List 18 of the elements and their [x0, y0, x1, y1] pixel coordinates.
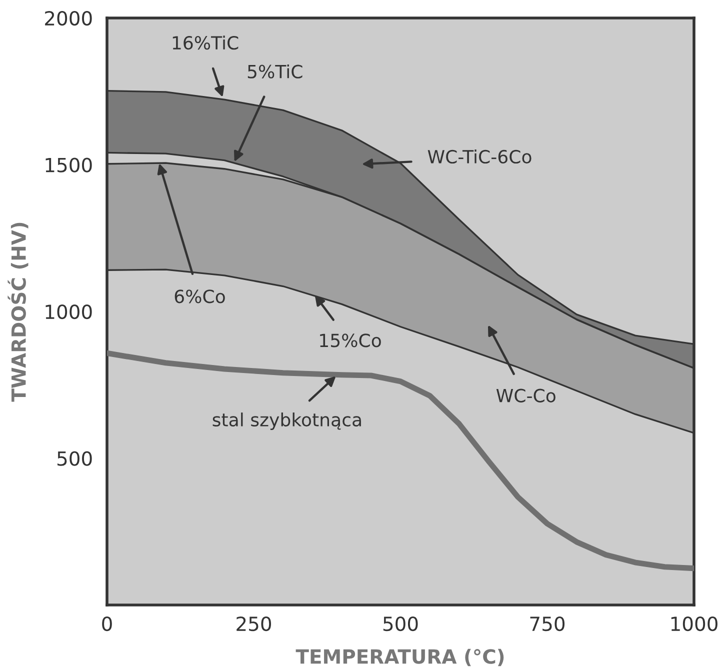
annotation: 16%TiC [172, 36, 238, 50]
annotation: 6%Co [174, 290, 225, 304]
annotation: 15%Co [320, 334, 381, 348]
annotation: WC-TiC-6Co [428, 150, 532, 164]
annotation: 5%TiC [248, 64, 302, 78]
x-tick-label: 500 [383, 616, 418, 632]
x-axis-title: TEMPERATURA (°C) [296, 648, 504, 666]
annotation: stal szybkotnąca [212, 412, 361, 430]
x-tick-label: 0 [102, 616, 112, 632]
annotation: WC-Co [496, 388, 556, 402]
x-tick-label: 750 [530, 616, 565, 632]
x-tick-label: 250 [236, 616, 272, 632]
y-axis-title: TWARDOŚĆ (HV) [8, 222, 28, 402]
y-tick-label: 500 [57, 451, 92, 466]
y-tick-label: 2000 [45, 10, 92, 26]
x-tick-label: 1000 [671, 616, 718, 632]
y-tick-label: 1000 [46, 304, 92, 320]
y-tick-label: 1500 [46, 158, 92, 172]
